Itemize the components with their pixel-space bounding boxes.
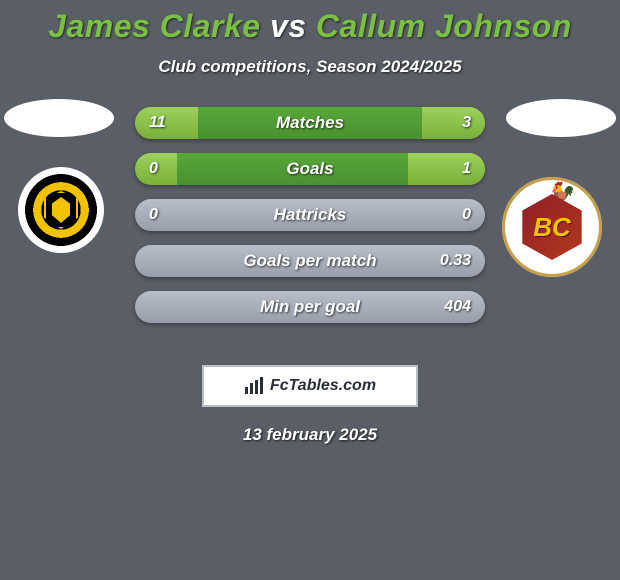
stat-label: Min per goal <box>135 297 485 317</box>
stat-label: Goals <box>135 159 485 179</box>
stat-bar: 404Min per goal <box>135 291 485 323</box>
bar-chart-icon <box>244 377 264 395</box>
player2-name: Callum Johnson <box>316 8 572 44</box>
comparison-card: James Clarke vs Callum Johnson Club comp… <box>0 0 620 445</box>
player1-name: James Clarke <box>48 8 260 44</box>
brand-text: FcTables.com <box>270 377 376 395</box>
shield-icon <box>44 191 78 229</box>
stat-bar: 01Goals <box>135 153 485 185</box>
stat-label: Hattricks <box>135 205 485 225</box>
stat-bar: 0.33Goals per match <box>135 245 485 277</box>
subtitle: Club competitions, Season 2024/2025 <box>0 57 620 77</box>
brand-box: FcTables.com <box>202 365 418 407</box>
vs-separator: vs <box>270 8 307 44</box>
title: James Clarke vs Callum Johnson <box>0 8 620 45</box>
main-panel: 🐓 BC 113Matches 01Goals 00Hattricks 0.33Goa… <box>0 107 620 347</box>
stat-bar: 113Matches <box>135 107 485 139</box>
stat-label: Matches <box>135 113 485 133</box>
stat-label: Goals per match <box>135 251 485 271</box>
left-ellipse-decoration <box>4 99 114 137</box>
stat-bar: 00Hattricks <box>135 199 485 231</box>
stat-bars: 113Matches 01Goals 00Hattricks 0.33Goals pe… <box>135 107 485 337</box>
right-club-crest: 🐓 BC <box>502 177 602 277</box>
right-ellipse-decoration <box>506 99 616 137</box>
left-club-crest <box>18 167 104 253</box>
footer-date: 13 february 2025 <box>0 425 620 445</box>
